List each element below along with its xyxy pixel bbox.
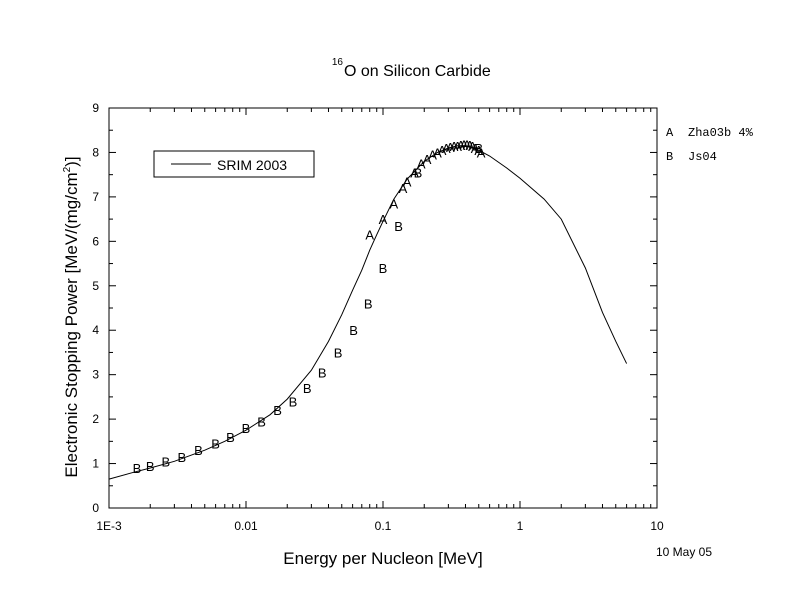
marker-b: B (414, 165, 423, 180)
marker-b: B (177, 450, 186, 465)
marker-a: A (417, 157, 426, 172)
marker-a: A (450, 139, 459, 154)
marker-b: B (226, 430, 235, 445)
x-tick-label: 10 (650, 519, 664, 533)
marker-a: A (474, 143, 483, 158)
marker-a: A (399, 181, 408, 196)
marker-b: B (257, 414, 266, 429)
marker-a: A (471, 141, 480, 156)
marker-legend: A Zha03b 4% B Js04 (666, 126, 754, 164)
marker-a: A (442, 141, 451, 156)
marker-a: A (468, 139, 477, 154)
y-tick-labels: 0 1 2 3 4 5 6 7 8 9 (92, 101, 99, 515)
y-tick-label: 7 (92, 190, 99, 204)
chart-title-text: O on Silicon Carbide (344, 63, 491, 80)
marker-a: A (463, 137, 472, 152)
marker-legend-symbol-a: A (666, 126, 674, 140)
marker-b: B (146, 459, 155, 474)
marker-a: A (465, 138, 474, 153)
marker-b: B (133, 461, 142, 476)
x-tick-label: 0.1 (375, 519, 392, 533)
legend-label-srim: SRIM 2003 (217, 157, 287, 173)
legend-box: SRIM 2003 (153, 150, 315, 178)
y-axis-label-main: Electronic Stopping Power [MeV/(mg/cm (62, 172, 81, 477)
axis-ticks (108, 107, 658, 509)
marker-a: A (457, 138, 466, 153)
marker-b: B (474, 141, 483, 156)
marker-b: B (379, 261, 388, 276)
marker-b: B (289, 394, 298, 409)
x-axis-label: Energy per Nucleon [MeV] (283, 549, 482, 568)
marker-legend-symbol-b: B (666, 150, 673, 164)
marker-b: B (334, 345, 343, 360)
marker-a: A (433, 145, 442, 160)
chart-title: 16 O on Silicon Carbide (332, 57, 491, 80)
y-tick-label: 8 (92, 145, 99, 159)
marker-a: A (453, 139, 462, 154)
marker-b: B (194, 443, 203, 458)
srim-2003-curve (108, 145, 628, 480)
marker-a: A (477, 145, 486, 160)
marker-a: A (446, 140, 455, 155)
y-tick-label: 0 (92, 501, 99, 515)
y-axis-label-superscript: 2 (62, 166, 73, 172)
y-axis-label-tail: )] (62, 156, 81, 166)
date-stamp: 10 May 05 (656, 545, 712, 559)
y-tick-label: 1 (92, 457, 99, 471)
x-tick-label: 0.01 (234, 519, 258, 533)
marker-b: B (303, 381, 312, 396)
marker-legend-label-a: Zha03b 4% (688, 126, 754, 140)
y-tick-label: 5 (92, 279, 99, 293)
x-tick-label: 1 (517, 519, 524, 533)
marker-b: B (364, 297, 373, 312)
marker-a: A (365, 228, 374, 243)
marker-b: B (211, 437, 220, 452)
y-tick-label: 4 (92, 323, 99, 337)
y-axis-label: Electronic Stopping Power [MeV/(mg/cm2)] (62, 156, 81, 477)
marker-b: B (242, 421, 251, 436)
marker-a: A (403, 174, 412, 189)
marker-legend-label-b: Js04 (688, 150, 717, 164)
y-tick-label: 9 (92, 101, 99, 115)
marker-b: B (273, 403, 282, 418)
y-tick-label: 3 (92, 368, 99, 382)
y-tick-label: 2 (92, 412, 99, 426)
y-tick-label: 6 (92, 234, 99, 248)
marker-a: A (428, 148, 437, 163)
chart-title-superscript: 16 (332, 57, 344, 68)
marker-b: B (349, 323, 358, 338)
x-tick-labels: 1E-3 0.01 0.1 1 10 (96, 519, 664, 533)
marker-a: A (410, 165, 419, 180)
x-tick-label: 1E-3 (96, 519, 122, 533)
marker-a: A (423, 152, 432, 167)
marker-a: A (460, 137, 469, 152)
marker-a: A (390, 197, 399, 212)
marker-b: B (162, 454, 171, 469)
marker-b: B (394, 219, 403, 234)
marker-b: B (318, 365, 327, 380)
marker-a: A (379, 212, 388, 227)
marker-a: A (438, 143, 447, 158)
